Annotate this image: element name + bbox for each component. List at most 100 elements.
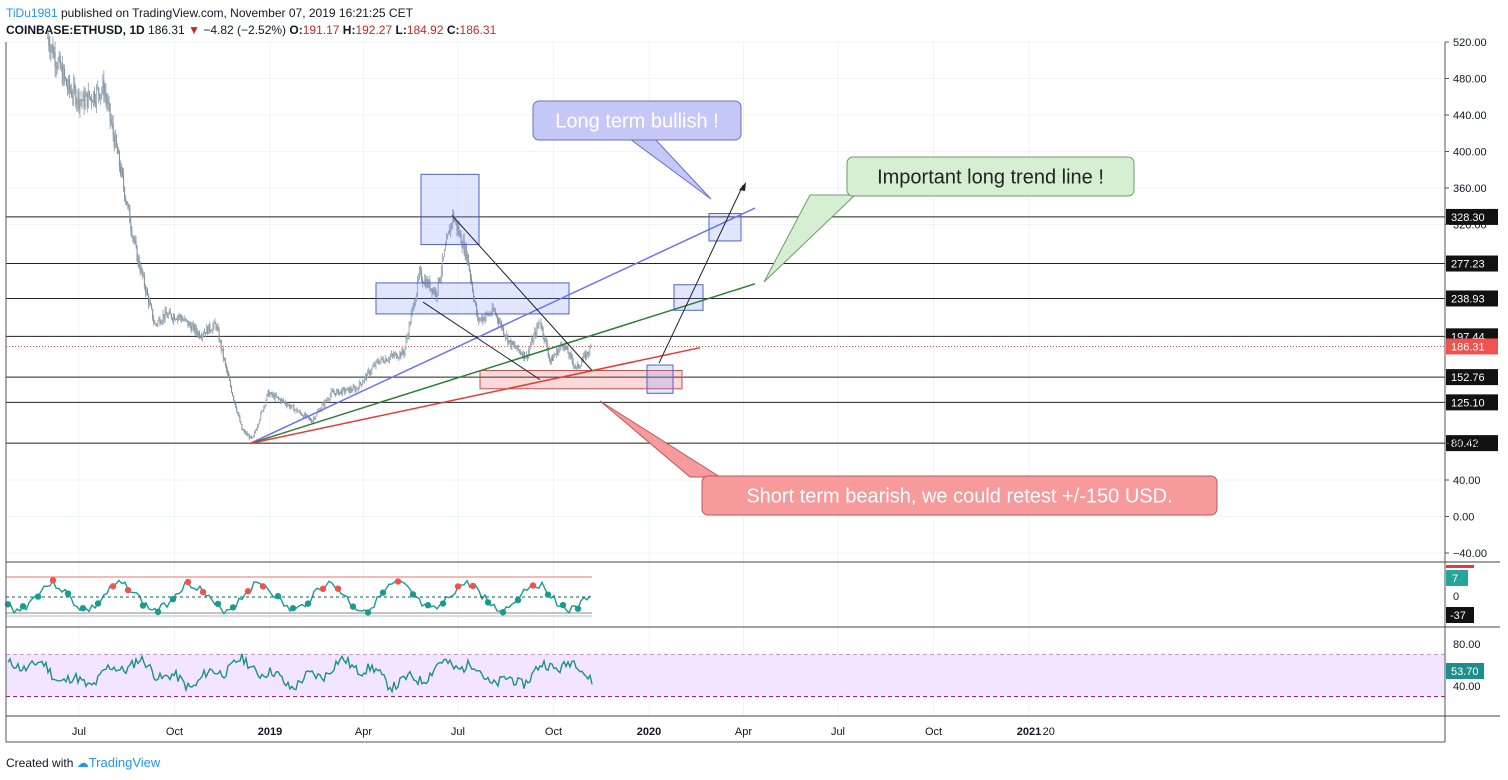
level-label-bg xyxy=(1446,255,1498,272)
candle-body xyxy=(479,319,481,322)
candle-body xyxy=(52,44,54,57)
candle-body xyxy=(148,295,150,305)
candle-body xyxy=(554,355,556,357)
candle-body xyxy=(569,353,571,357)
time-tick-label: Jul xyxy=(72,726,86,738)
candle-body xyxy=(487,313,489,316)
channel-line xyxy=(422,301,541,381)
candle-body xyxy=(485,312,487,318)
candle-body xyxy=(502,327,504,329)
author-link[interactable]: TiDu1981 xyxy=(6,6,58,20)
candle-body xyxy=(374,364,376,367)
candle-body xyxy=(341,390,343,395)
candle-body xyxy=(168,311,170,315)
candle-body xyxy=(56,67,58,69)
candle-body xyxy=(315,416,317,419)
candle-body xyxy=(326,399,328,401)
candle-body xyxy=(322,402,324,406)
candle-body xyxy=(209,324,211,331)
open-label: O: xyxy=(289,23,303,37)
candle-body xyxy=(390,354,392,357)
tradingview-link[interactable]: TradingView xyxy=(88,755,161,770)
candle-body xyxy=(149,301,151,305)
close-value: 186.31 xyxy=(459,23,497,37)
candle-body xyxy=(288,404,290,406)
callout-tail xyxy=(628,138,712,200)
candle-body xyxy=(437,277,439,293)
low-value: 184.92 xyxy=(406,23,444,37)
candle-body xyxy=(542,327,544,336)
zone-box xyxy=(646,364,674,394)
osc-value-bg xyxy=(1446,570,1468,586)
callout-text: Short term bearish, we could retest +/-1… xyxy=(746,486,1172,508)
candle-body xyxy=(450,223,452,234)
candle-body xyxy=(64,77,66,80)
candle-body xyxy=(198,332,200,338)
price-tick-label: 440.00 xyxy=(1453,110,1487,122)
candle-body xyxy=(417,276,419,280)
trend-line-blue xyxy=(249,207,756,445)
oscillator-pane: 0 7 -37 xyxy=(4,565,1474,623)
candle-body xyxy=(162,314,164,321)
candle-body xyxy=(47,37,49,39)
candle-body xyxy=(406,336,408,340)
rsi-value-bg xyxy=(1446,663,1484,679)
candle-body xyxy=(67,86,69,90)
candle-body xyxy=(77,91,79,102)
candle-body xyxy=(464,244,466,254)
candle-body xyxy=(421,270,423,281)
candle-body xyxy=(548,356,550,359)
last-price-label-bg xyxy=(1446,338,1498,355)
candle-body xyxy=(402,349,404,353)
channel-line xyxy=(451,215,593,371)
candle-body xyxy=(555,354,557,356)
candle-body xyxy=(491,307,493,314)
candle-body xyxy=(133,237,135,242)
price-tick-label: 360.00 xyxy=(1453,183,1487,195)
candle-body xyxy=(478,317,480,322)
candle-body xyxy=(159,318,161,325)
price-tick-label: 0.00 xyxy=(1453,512,1474,524)
candle-body xyxy=(208,324,210,334)
candle-body xyxy=(462,239,464,249)
symbol-name[interactable]: COINBASE:ETHUSD, 1D xyxy=(6,23,145,37)
candle-body xyxy=(416,279,418,294)
candle-body xyxy=(363,377,365,381)
candle-body xyxy=(411,307,413,314)
candle-body xyxy=(287,405,289,407)
osc-marker xyxy=(169,595,177,603)
candle-body xyxy=(276,396,278,398)
callout-box xyxy=(846,156,1135,197)
candle-body xyxy=(222,348,224,359)
candle-body xyxy=(372,366,374,369)
candle-body xyxy=(113,134,115,148)
candle-body xyxy=(585,353,587,359)
osc-marker xyxy=(334,585,342,592)
candle-body xyxy=(383,362,385,363)
candle-body xyxy=(215,323,217,329)
candle-body xyxy=(171,318,173,321)
candle-body xyxy=(79,99,81,108)
candle-body xyxy=(63,68,65,78)
candle-body xyxy=(99,93,101,100)
candle-body xyxy=(405,339,407,348)
candle-body xyxy=(443,250,445,257)
candle-body xyxy=(115,135,117,147)
candle-body xyxy=(534,331,536,336)
candle-body xyxy=(430,288,432,291)
candle-body xyxy=(111,122,113,124)
candle-body xyxy=(520,353,522,355)
candle-body xyxy=(563,346,565,350)
candle-body xyxy=(199,337,201,338)
candle-body xyxy=(403,352,405,355)
candle-body xyxy=(451,223,453,225)
candle-body xyxy=(294,409,296,412)
candle-body xyxy=(123,175,125,188)
candle-body xyxy=(218,329,220,342)
candle-body xyxy=(97,87,99,89)
candle-body xyxy=(497,319,499,324)
candle-body xyxy=(316,412,318,417)
level-label: 80.42 xyxy=(1451,438,1479,450)
candle-body xyxy=(513,344,515,346)
